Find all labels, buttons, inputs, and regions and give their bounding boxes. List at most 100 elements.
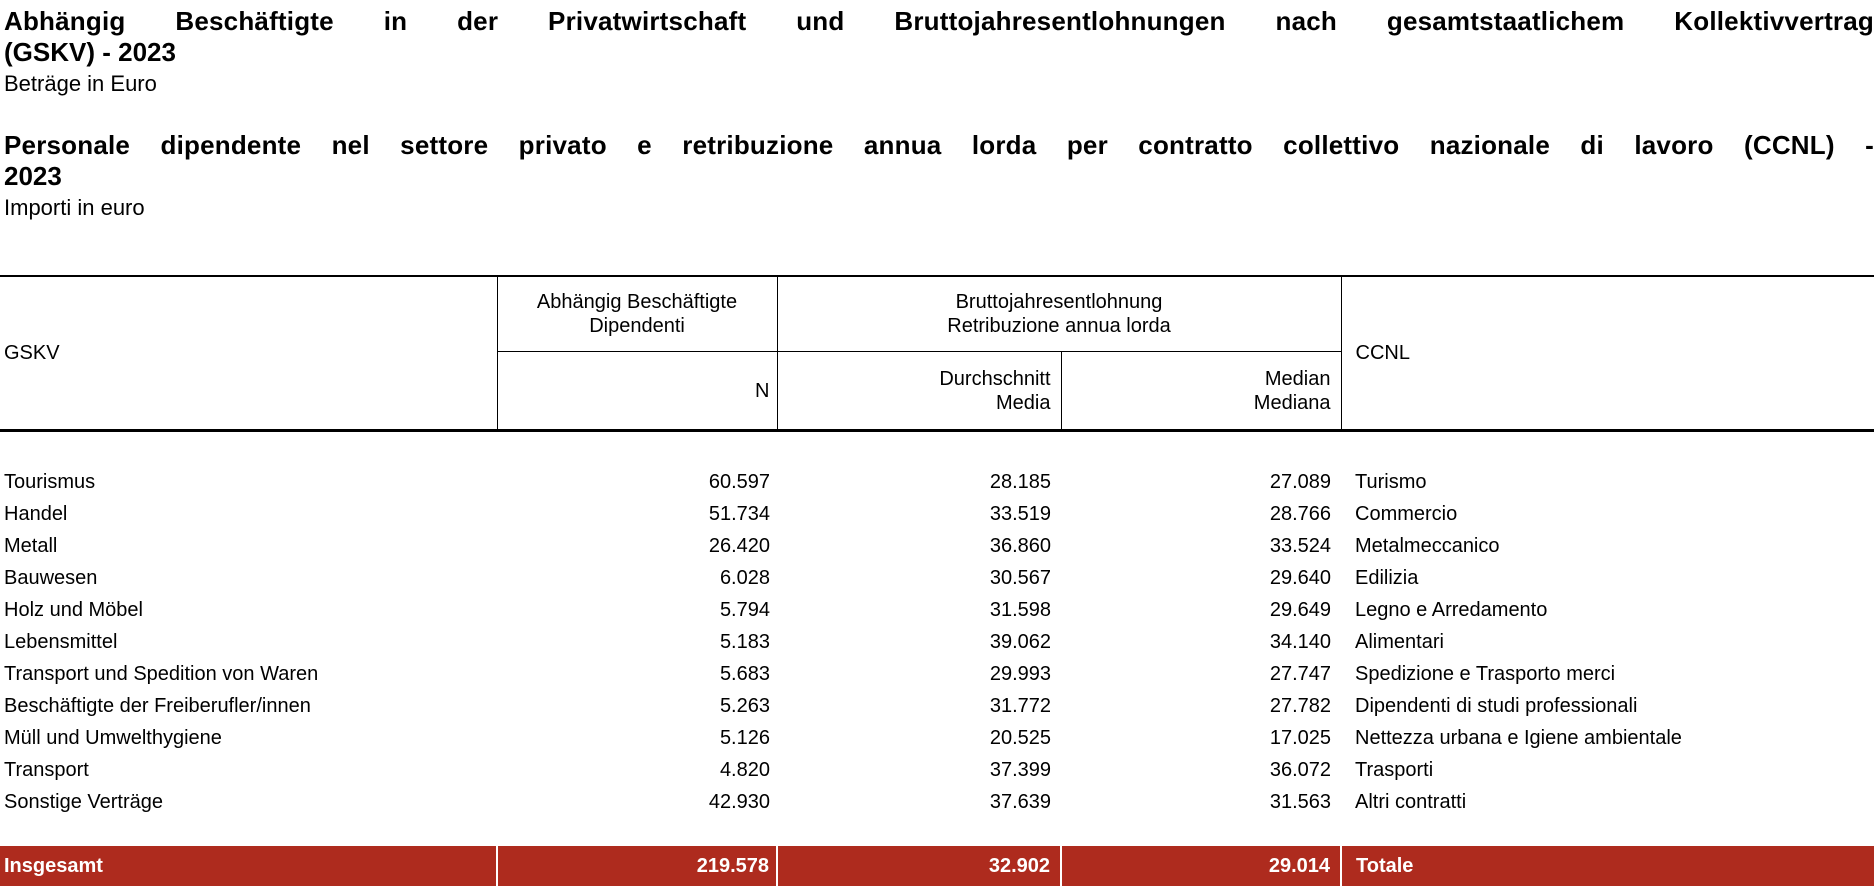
table-row: Tourismus 60.597 28.185 27.089 Turismo xyxy=(0,431,1874,499)
cell-median: 31.563 xyxy=(1269,791,1331,813)
cell-ccnl: Legno e Arredamento xyxy=(1355,599,1548,621)
table-row: Bauwesen 6.028 30.567 29.640 Edilizia xyxy=(0,562,1874,594)
cell-gskv: Beschäftigte der Freiberufler/innen xyxy=(4,695,311,717)
cell-average: 31.598 xyxy=(989,599,1051,621)
cell-gskv: Sonstige Verträge xyxy=(4,791,163,813)
cell-average: 36.860 xyxy=(989,535,1051,557)
cell-median: 17.025 xyxy=(1269,727,1331,749)
cell-n: 42.930 xyxy=(708,791,770,813)
cell-ccnl: Dipendenti di studi professionali xyxy=(1355,695,1638,717)
cell-ccnl: Commercio xyxy=(1355,503,1458,525)
cell-gskv: Holz und Möbel xyxy=(4,599,143,621)
table-header: GSKV Abhängig Beschäftigte Dipendenti Br… xyxy=(0,275,1874,432)
cell-average: 39.062 xyxy=(989,631,1051,653)
cell-n: 5.263 xyxy=(719,695,770,717)
cell-average: 33.519 xyxy=(989,503,1051,525)
column-header-average-de: Durchschnitt xyxy=(939,367,1051,390)
column-header-employees-de: Abhängig Beschäftigte xyxy=(536,291,738,313)
total-label-italian: Totale xyxy=(1340,846,1874,886)
column-header-median-de: Median xyxy=(1264,367,1331,390)
table-row: Holz und Möbel 5.794 31.598 29.649 Legno e A… xyxy=(0,594,1874,626)
cell-n: 5.183 xyxy=(719,631,770,653)
total-median: 29.014 xyxy=(1060,846,1341,886)
data-table: GSKV Abhängig Beschäftigte Dipendenti Br… xyxy=(0,275,1874,886)
subtitle-german: Beträge in Euro xyxy=(4,71,157,96)
column-header-gross-pay-de: Bruttojahresentlohnung xyxy=(955,291,1163,313)
cell-average: 20.525 xyxy=(989,727,1051,749)
cell-average: 29.993 xyxy=(989,663,1051,685)
cell-gskv: Transport und Spedition von Waren xyxy=(4,663,319,685)
cell-ccnl: Turismo xyxy=(1355,471,1427,493)
column-header-n: N xyxy=(497,351,778,432)
cell-n: 6.028 xyxy=(719,567,770,589)
column-header-employees: Abhängig Beschäftigte Dipendenti xyxy=(497,275,778,352)
table-row: Müll und Umwelthygiene 5.126 20.525 17.025 N… xyxy=(0,722,1874,754)
cell-n: 5.794 xyxy=(719,599,770,621)
column-header-ccnl: CCNL xyxy=(1341,275,1874,432)
column-header-median: Median Mediana xyxy=(1061,351,1342,432)
cell-n: 51.734 xyxy=(708,503,770,525)
column-header-median-it: Mediana xyxy=(1253,391,1331,414)
cell-average: 37.639 xyxy=(989,791,1051,813)
table-row: Sonstige Verträge 42.930 37.639 31.563 Altri… xyxy=(0,786,1874,818)
cell-n: 26.420 xyxy=(708,535,770,557)
table-row: Beschäftigte der Freiberufler/innen 5.263… xyxy=(0,690,1874,722)
column-header-gskv: GSKV xyxy=(0,275,498,432)
cell-median: 27.747 xyxy=(1269,663,1331,685)
title-block-italian: Personale dipendente nel settore privato… xyxy=(0,124,1874,221)
column-header-average: Durchschnitt Media xyxy=(777,351,1062,432)
table-row: Transport 4.820 37.399 36.072 Trasporti xyxy=(0,754,1874,786)
cell-gskv: Bauwesen xyxy=(4,567,98,589)
spacer-row xyxy=(0,818,1874,846)
cell-gskv: Müll und Umwelthygiene xyxy=(4,727,222,749)
column-header-gross-pay: Bruttojahresentlohnung Retribuzione annu… xyxy=(777,275,1342,352)
cell-ccnl: Trasporti xyxy=(1355,759,1434,781)
page-title-italian-line1: Personale dipendente nel settore privato… xyxy=(4,130,1874,160)
total-row: Insgesamt 219.578 32.902 29.014 Totale xyxy=(0,846,1874,886)
cell-median: 34.140 xyxy=(1269,631,1331,653)
subtitle-italian: Importi in euro xyxy=(4,195,145,220)
cell-median: 33.524 xyxy=(1269,535,1331,557)
cell-ccnl: Spedizione e Trasporto merci xyxy=(1355,663,1616,685)
cell-median: 29.640 xyxy=(1269,567,1331,589)
cell-n: 5.126 xyxy=(719,727,770,749)
column-header-gross-pay-it: Retribuzione annua lorda xyxy=(947,315,1171,337)
cell-gskv: Transport xyxy=(4,759,89,781)
cell-ccnl: Nettezza urbana e Igiene ambientale xyxy=(1355,727,1682,749)
cell-gskv: Lebensmittel xyxy=(4,631,118,653)
cell-ccnl: Metalmeccanico xyxy=(1355,535,1500,557)
cell-ccnl: Alimentari xyxy=(1355,631,1444,653)
table-row: Handel 51.734 33.519 28.766 Commercio xyxy=(0,498,1874,530)
total-label-german: Insgesamt xyxy=(0,846,497,886)
page-title-german-line1: Abhängig Beschäftigte in der Privatwirts… xyxy=(4,6,1874,36)
table-row: Metall 26.420 36.860 33.524 Metalmeccanico xyxy=(0,530,1874,562)
cell-median: 27.782 xyxy=(1269,695,1331,717)
page-title-italian-line2: 2023 xyxy=(4,161,62,191)
column-header-average-it: Media xyxy=(996,391,1051,414)
total-n: 219.578 xyxy=(496,846,777,886)
cell-median: 29.649 xyxy=(1269,599,1331,621)
cell-ccnl: Edilizia xyxy=(1355,567,1419,589)
total-average: 32.902 xyxy=(776,846,1061,886)
cell-n: 4.820 xyxy=(719,759,770,781)
cell-median: 36.072 xyxy=(1269,759,1331,781)
cell-gskv: Handel xyxy=(4,503,68,525)
column-header-employees-it: Dipendenti xyxy=(589,315,685,337)
cell-gskv: Tourismus xyxy=(4,471,96,493)
cell-average: 28.185 xyxy=(989,471,1051,493)
table-row: Lebensmittel 5.183 39.062 34.140 Alimentari xyxy=(0,626,1874,658)
cell-average: 31.772 xyxy=(989,695,1051,717)
cell-median: 27.089 xyxy=(1269,471,1331,493)
table-row: Transport und Spedition von Waren 5.683 29… xyxy=(0,658,1874,690)
table-body: Tourismus 60.597 28.185 27.089 Turismo Handel… xyxy=(0,431,1874,819)
cell-gskv: Metall xyxy=(4,535,58,557)
cell-average: 37.399 xyxy=(989,759,1051,781)
cell-ccnl: Altri contratti xyxy=(1355,791,1467,813)
page-title-german-line2: (GSKV) - 2023 xyxy=(4,37,176,67)
title-block-german: Abhängig Beschäftigte in der Privatwirts… xyxy=(0,0,1874,97)
cell-median: 28.766 xyxy=(1269,503,1331,525)
cell-n: 60.597 xyxy=(708,471,770,493)
cell-average: 30.567 xyxy=(989,567,1051,589)
cell-n: 5.683 xyxy=(719,663,770,685)
